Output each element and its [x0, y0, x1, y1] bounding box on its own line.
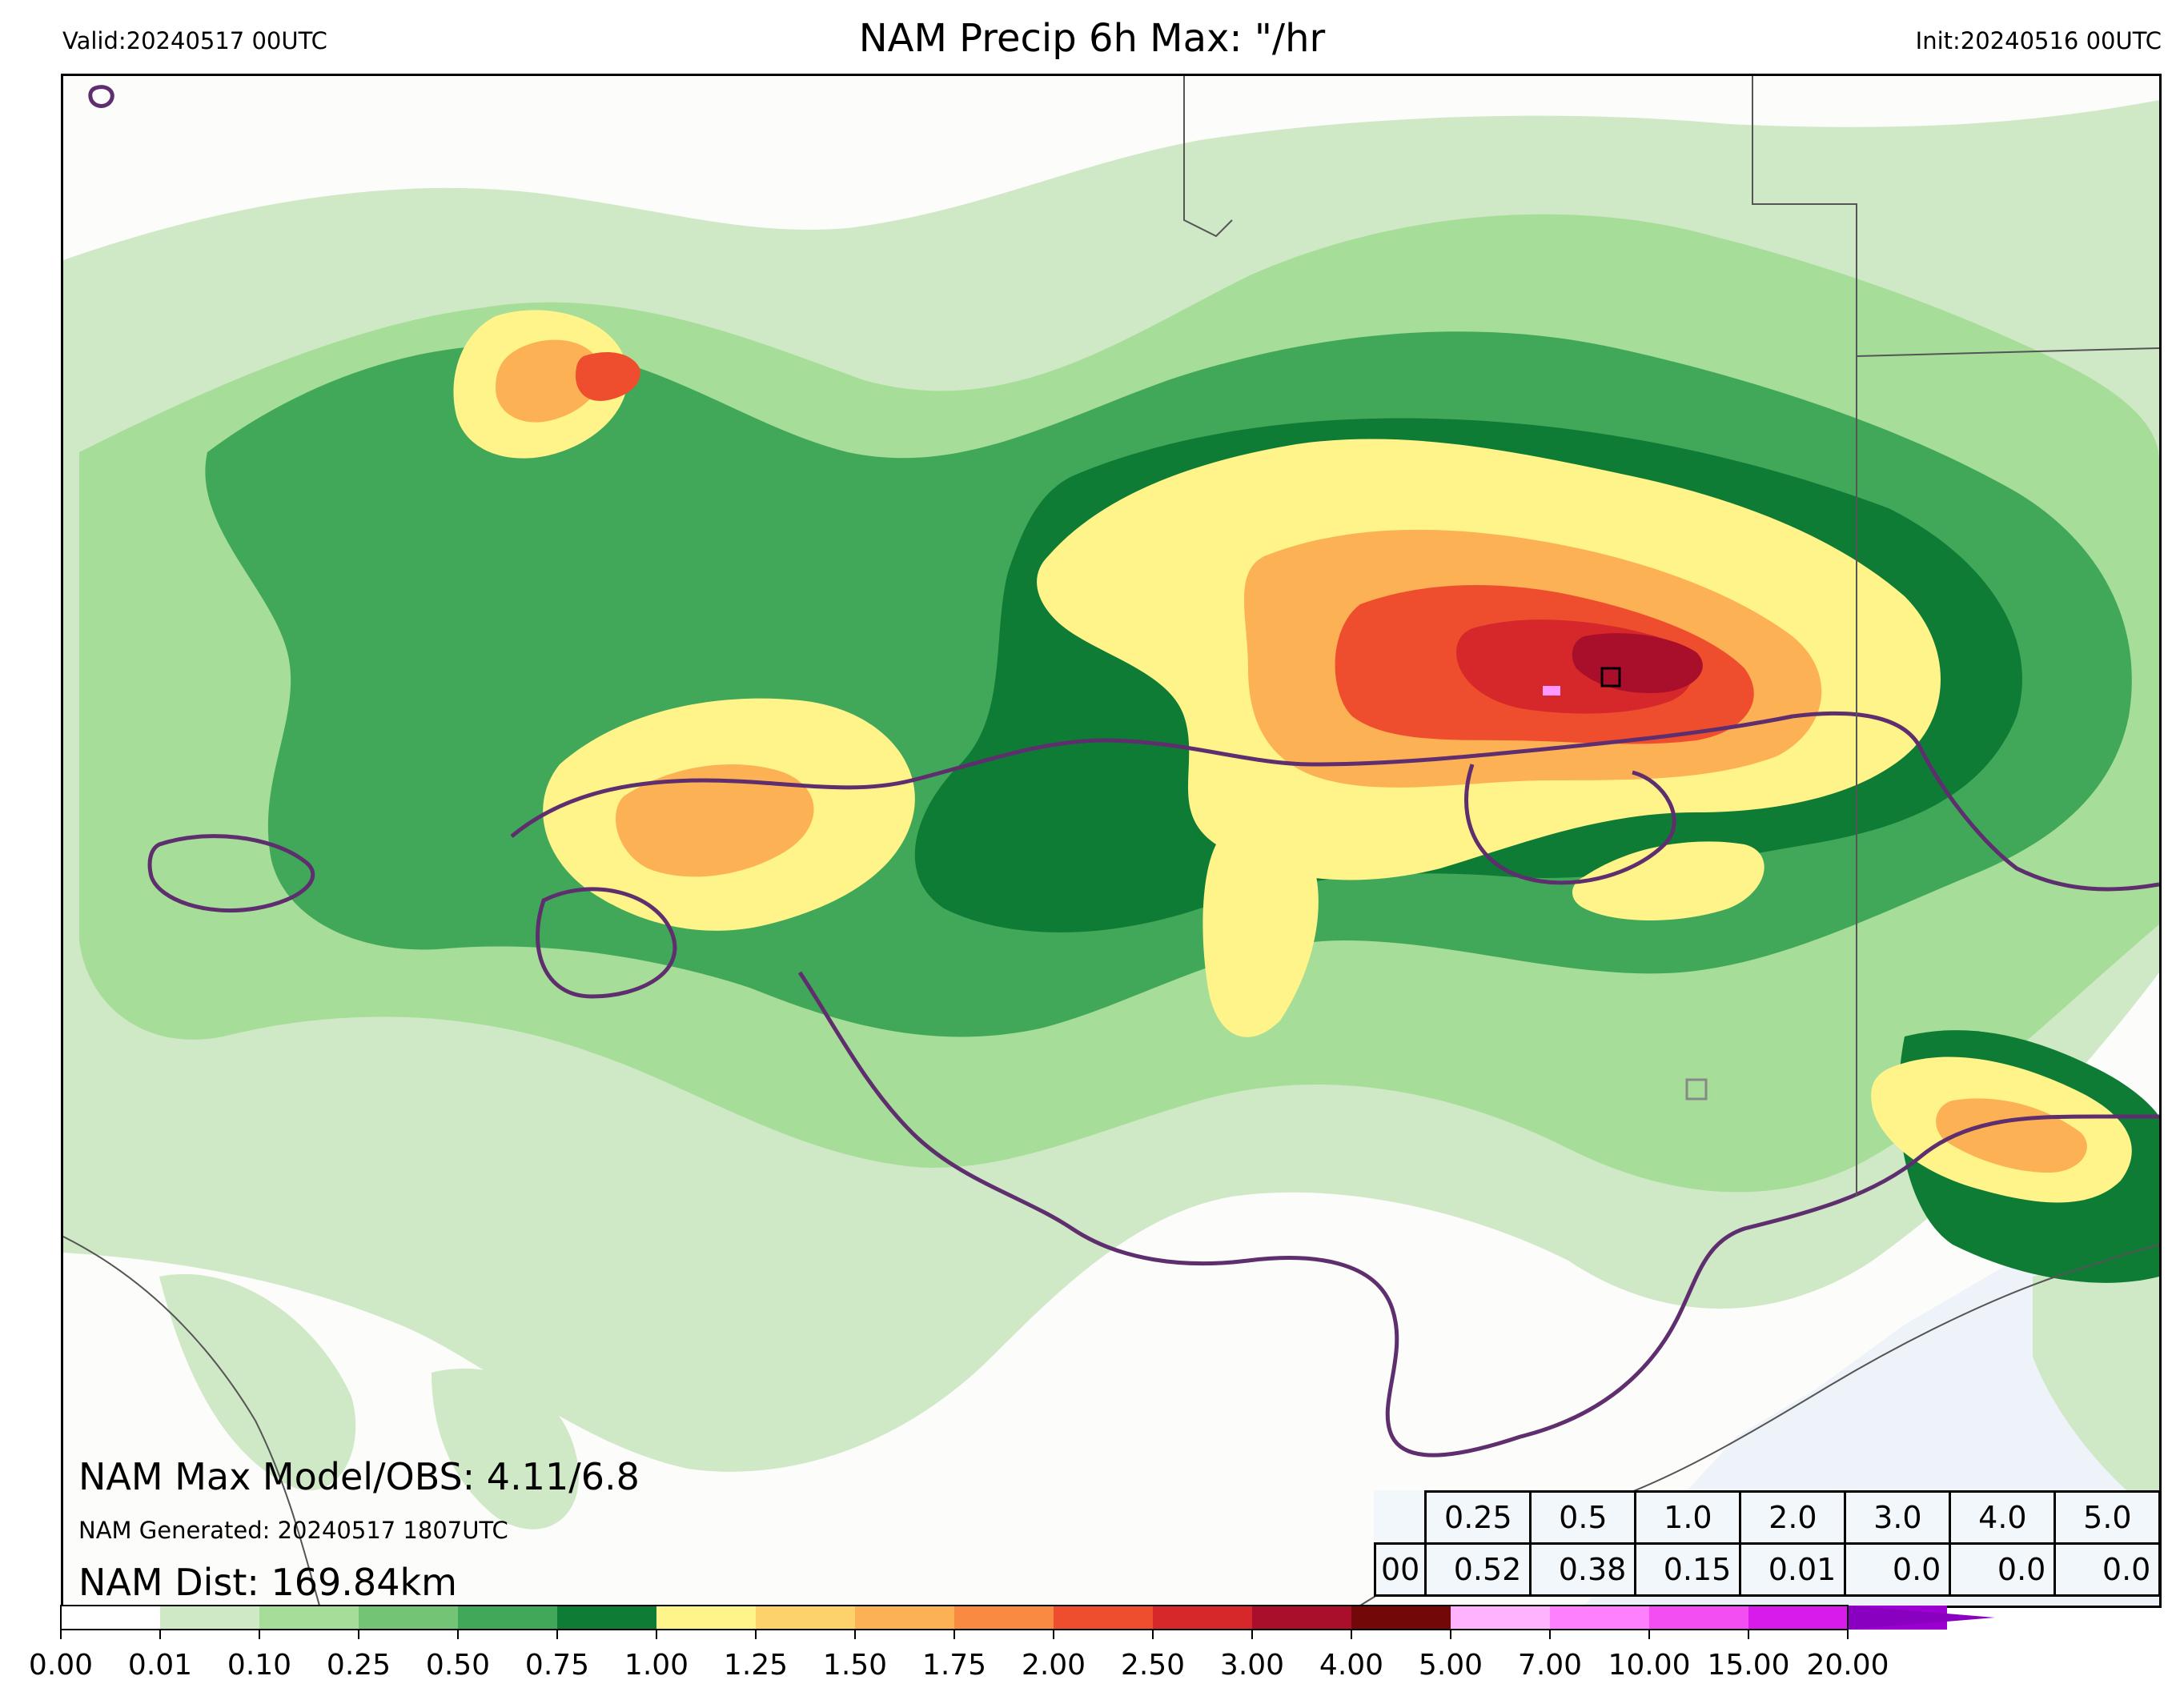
legend-tick-label: 0.01 — [128, 1649, 192, 1682]
init-time-label: Init:20240516 00UTC — [1915, 27, 2162, 54]
threshold-header-row: 0.25 0.5 1.0 2.0 3.0 4.0 5.0 — [1375, 1490, 2162, 1545]
legend-tick-label: 0.50 — [426, 1649, 490, 1682]
value-cell: 0.0 — [1949, 1542, 2057, 1597]
legend-tick-label: 2.00 — [1022, 1649, 1086, 1682]
legend-swatch — [1351, 1606, 1451, 1630]
value-cell: 0.01 — [1739, 1542, 1847, 1597]
legend-swatch — [954, 1606, 1054, 1630]
legend-tick-label: 1.50 — [823, 1649, 887, 1682]
value-cell: 0.0 — [2054, 1542, 2162, 1597]
value-cell: 0.52 — [1424, 1542, 1532, 1597]
table-corner — [1375, 1492, 1426, 1544]
legend-swatch — [259, 1606, 359, 1630]
distance-label: NAM Dist: 169.84km — [78, 1561, 457, 1604]
legend-tick-label: 0.00 — [29, 1649, 93, 1682]
threshold-cell: 2.0 — [1739, 1490, 1847, 1545]
region-outlines — [88, 85, 2159, 1457]
state-borders — [63, 76, 2159, 1606]
legend-tick-label: 3.00 — [1220, 1649, 1284, 1682]
precip-shading-red — [576, 352, 1754, 744]
legend-tick-label: 2.50 — [1121, 1649, 1185, 1682]
legend-swatch — [557, 1606, 656, 1630]
legend-tick-label: 15.00 — [1707, 1649, 1789, 1682]
value-cell: 0.38 — [1529, 1542, 1637, 1597]
row-label: 00 — [1373, 1542, 1427, 1597]
legend-tick-label: 10.00 — [1608, 1649, 1690, 1682]
legend-tick-label: 20.00 — [1806, 1649, 1889, 1682]
obs-gray-marker — [1685, 1078, 1708, 1101]
legend-swatch — [160, 1606, 259, 1630]
legend-swatch — [855, 1606, 954, 1630]
legend-tick-label: 0.10 — [227, 1649, 291, 1682]
value-cell: 0.0 — [1844, 1542, 1952, 1597]
legend-tick-label: 1.25 — [724, 1649, 788, 1682]
threshold-cell: 5.0 — [2054, 1490, 2162, 1545]
threshold-value-row: 00 0.52 0.38 0.15 0.01 0.0 0.0 0.0 — [1373, 1542, 2162, 1597]
map-title: NAM Precip 6h Max: "/hr — [858, 16, 1326, 61]
legend-extend-arrow — [1848, 1606, 1995, 1630]
legend-swatch — [1550, 1606, 1649, 1630]
legend-tick-label: 4.00 — [1319, 1649, 1383, 1682]
legend-swatches — [60, 1605, 1995, 1630]
precip-map — [61, 74, 2162, 1608]
legend-tick-label: 1.00 — [624, 1649, 689, 1682]
legend-tick-label: 0.75 — [525, 1649, 589, 1682]
legend-tick-label: 5.00 — [1419, 1649, 1483, 1682]
legend-swatch — [1054, 1606, 1153, 1630]
generated-time-label: NAM Generated: 20240517 1807UTC — [78, 1517, 508, 1544]
obs-box-marker — [1600, 667, 1621, 688]
obs-max-marker — [1543, 686, 1560, 696]
max-model-obs-label: NAM Max Model/OBS: 4.11/6.8 — [78, 1455, 640, 1498]
threshold-stats-table: 0.25 0.5 1.0 2.0 3.0 4.0 5.0 00 0.52 0.3… — [1373, 1490, 2162, 1597]
legend-swatch — [1748, 1606, 1848, 1630]
legend-swatch — [1252, 1606, 1351, 1630]
legend-swatch — [458, 1606, 557, 1630]
legend-swatch — [359, 1606, 458, 1630]
valid-time-label: Valid:20240517 00UTC — [62, 27, 327, 54]
color-legend: 0.00 0.01 0.10 0.25 0.50 0.75 1.00 1.25 1.50 1.75… — [29, 1605, 1995, 1682]
legend-swatch — [1153, 1606, 1252, 1630]
legend-tick-label: 1.75 — [922, 1649, 986, 1682]
legend-tick-labels: 0.00 0.01 0.10 0.25 0.50 0.75 1.00 1.25 1.50 1.75… — [29, 1630, 1889, 1682]
legend-swatch — [756, 1606, 855, 1630]
legend-swatch — [61, 1606, 160, 1630]
threshold-cell: 4.0 — [1949, 1490, 2057, 1545]
legend-swatch — [1451, 1606, 1550, 1630]
legend-swatch — [656, 1606, 756, 1630]
value-cell: 0.15 — [1634, 1542, 1742, 1597]
threshold-cell: 0.25 — [1424, 1490, 1532, 1545]
legend-swatch — [1649, 1606, 1748, 1630]
threshold-cell: 0.5 — [1529, 1490, 1637, 1545]
precip-map-canvas — [63, 76, 2159, 1606]
legend-tick-label: 7.00 — [1518, 1649, 1582, 1682]
legend-tick-label: 0.25 — [327, 1649, 391, 1682]
threshold-cell: 3.0 — [1844, 1490, 1952, 1545]
threshold-cell: 1.0 — [1634, 1490, 1742, 1545]
